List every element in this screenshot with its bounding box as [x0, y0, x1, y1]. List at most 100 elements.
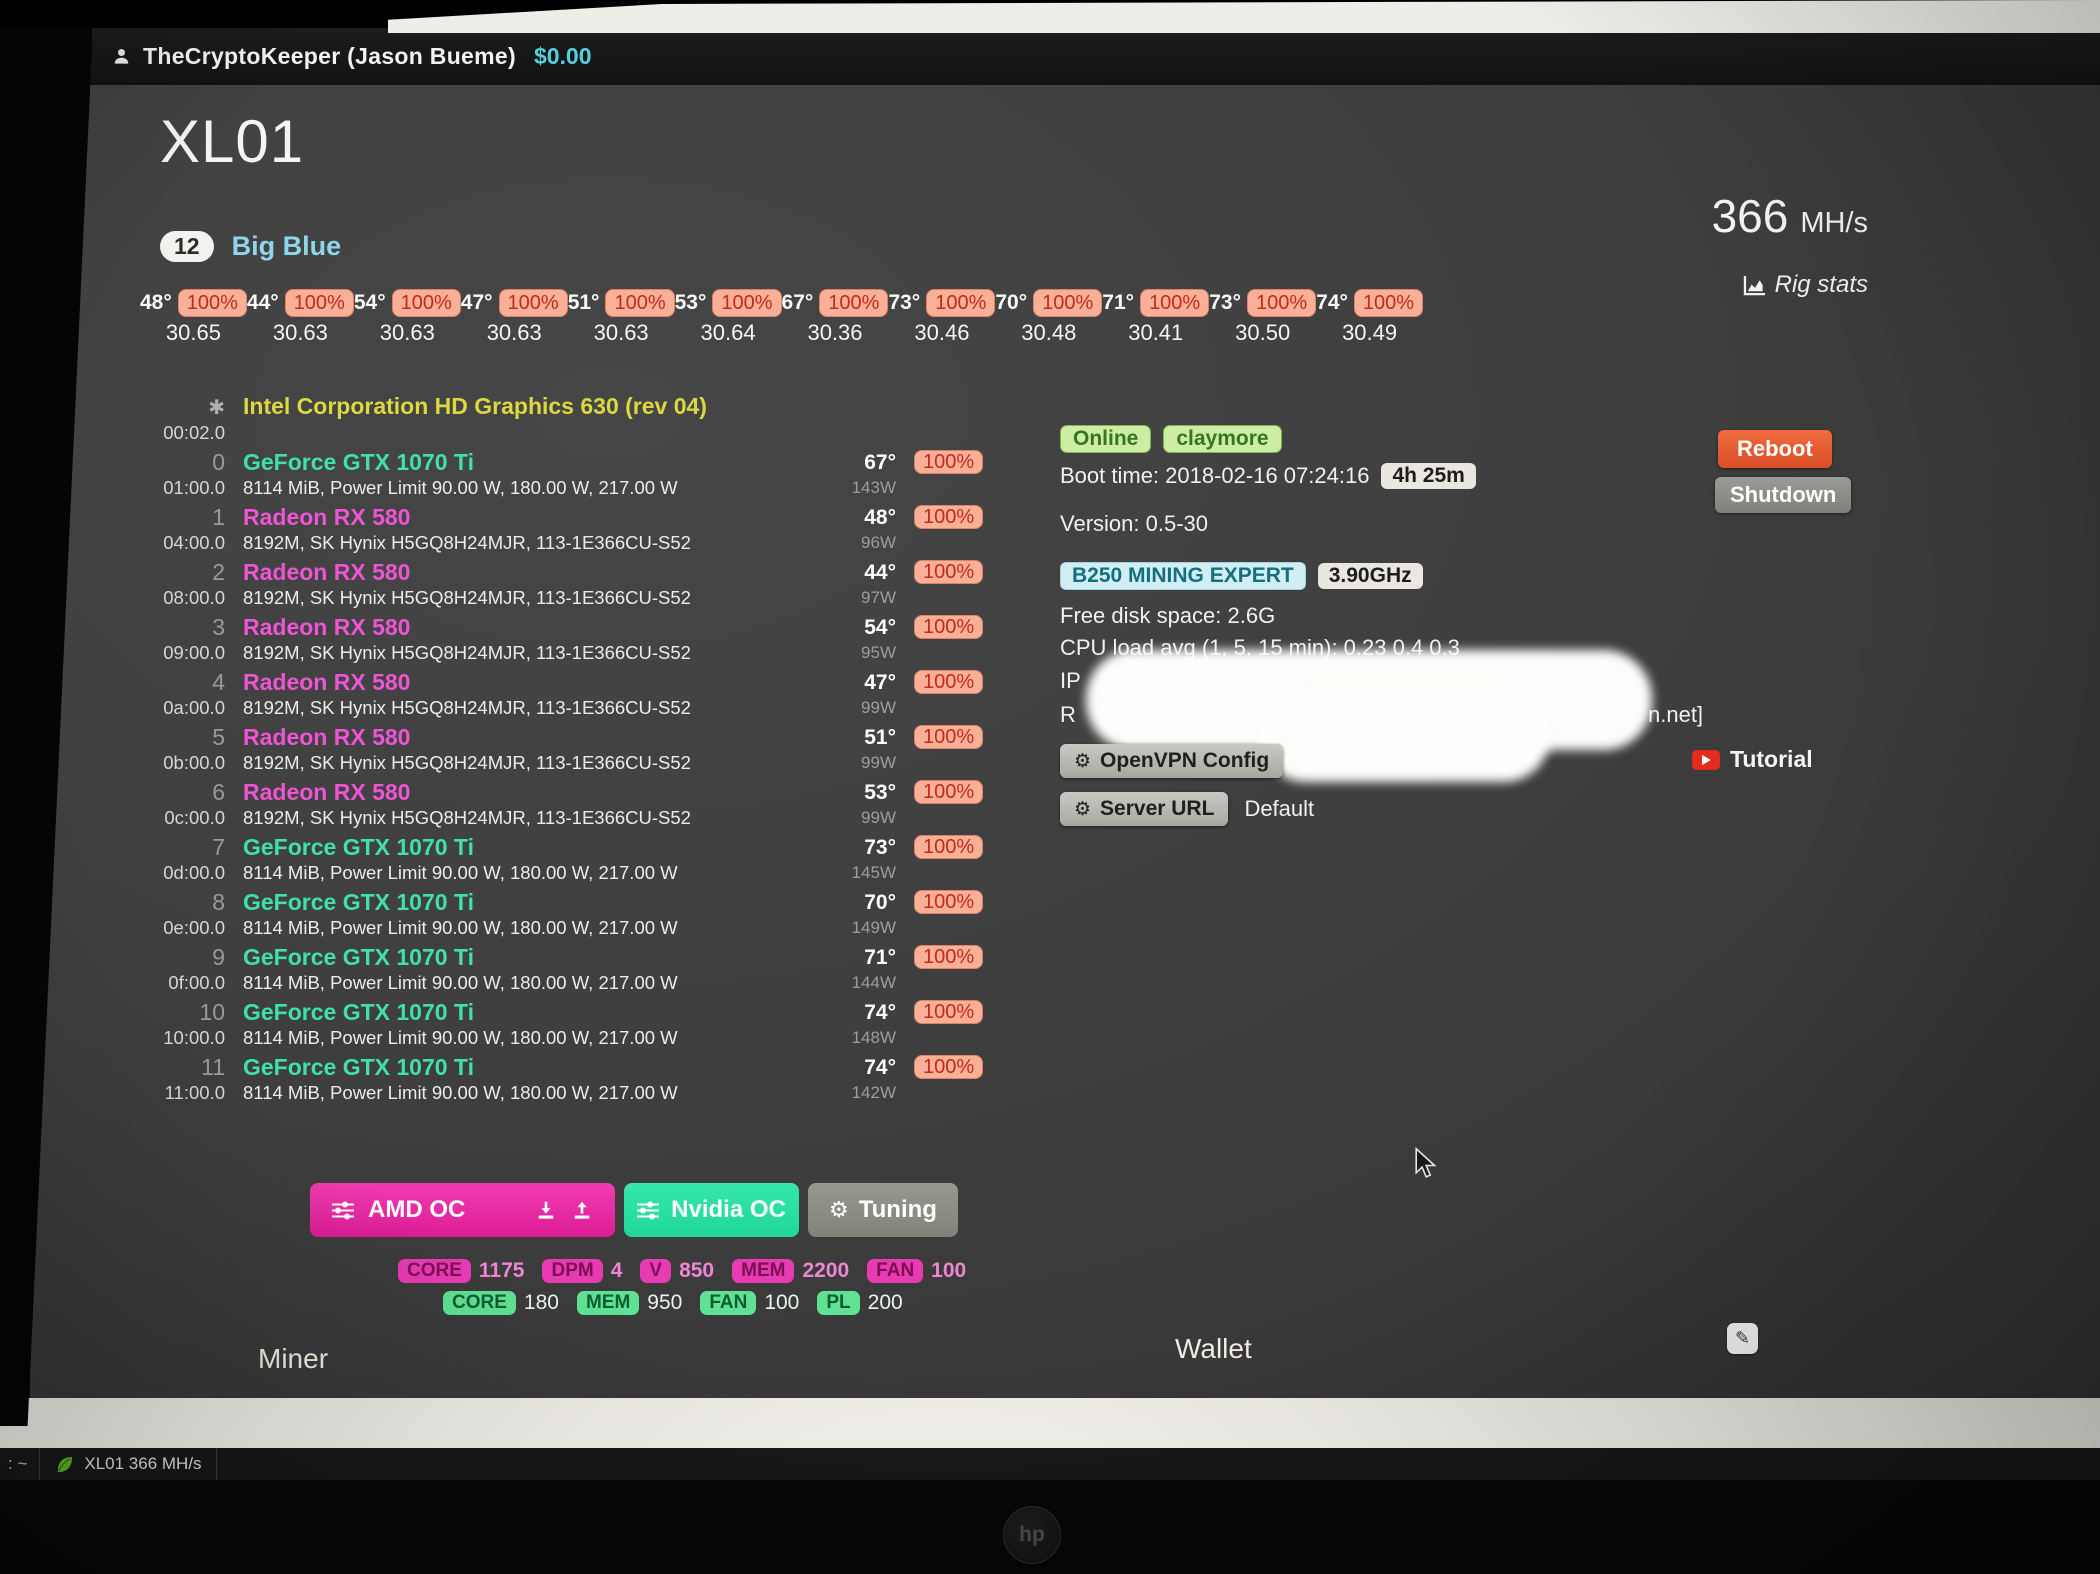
- gpu-temp: 73°: [888, 291, 921, 314]
- gpu-name-link[interactable]: Radeon RX 580: [243, 504, 411, 530]
- gpu-name-link[interactable]: GeForce GTX 1070 Ti: [243, 944, 474, 970]
- gpu-temp: 53°: [674, 291, 707, 314]
- photo-background-strip: [388, 0, 2100, 33]
- user-icon: [112, 47, 131, 66]
- gpu-hashrate: 30.36: [807, 320, 863, 345]
- account-name-link[interactable]: TheCryptoKeeper (Jason Bueme): [143, 43, 516, 69]
- gpu-index: 8: [212, 889, 225, 915]
- gpu-details: 8192M, SK Hynix H5GQ8H24MJR, 113-1E366CU…: [243, 532, 691, 553]
- total-hashrate: 366 MH/s: [1712, 189, 1868, 243]
- gpu-temp: 73°: [864, 836, 896, 859]
- terminal-tab-label: : ~: [8, 1454, 28, 1473]
- openvpn-config-button[interactable]: ⚙ OpenVPN Config: [1060, 744, 1284, 778]
- gpu-name-link[interactable]: Radeon RX 580: [243, 614, 411, 640]
- reboot-button[interactable]: Reboot: [1718, 430, 1832, 468]
- gpu-row: 8 GeForce GTX 1070 Ti 70° 100% 0e:00.0 8…: [140, 889, 1009, 939]
- gpu-name-link[interactable]: GeForce GTX 1070 Ti: [243, 999, 474, 1025]
- download-oc-icon[interactable]: [535, 1199, 557, 1221]
- rig-stats-link[interactable]: Rig stats: [1743, 271, 1868, 299]
- account-balance-link[interactable]: $0.00: [533, 43, 592, 69]
- fan-speed-badge: 100%: [1033, 289, 1103, 317]
- gpu-name-link[interactable]: GeForce GTX 1070 Ti: [243, 1054, 474, 1080]
- fan-speed-badge: 100%: [177, 289, 247, 317]
- taskbar-rig-tab[interactable]: XL01 366 MH/s: [40, 1448, 217, 1480]
- rig-description-label: Big Blue: [231, 231, 342, 261]
- redaction-blob: [1260, 690, 1550, 782]
- uptime-badge: 4h 25m: [1381, 463, 1476, 489]
- server-url-label: Server URL: [1100, 797, 1215, 820]
- gear-icon: ⚙: [829, 1197, 849, 1222]
- fan-speed-badge: 100%: [284, 289, 354, 317]
- integrated-gpu-icon: ✱: [208, 397, 225, 419]
- rig-page: XL01 12 Big Blue 366 MH/s Rig stats: [30, 85, 2100, 1398]
- gpu-bus-id: 10:00.0: [163, 1027, 225, 1048]
- gpu-summary-item: 73° 100% 30.46: [888, 289, 996, 346]
- gpu-power-draw: 99W: [861, 808, 896, 827]
- gpu-index: 4: [212, 669, 225, 695]
- gpu-temp: 44°: [864, 561, 896, 584]
- gpu-hashrate: 30.63: [486, 320, 542, 345]
- amd-oc-label: AMD OC: [368, 1196, 466, 1223]
- server-url-button[interactable]: ⚙ Server URL: [1060, 792, 1229, 826]
- gpu-bus-id: 09:00.0: [163, 642, 225, 663]
- gpu-name-link[interactable]: Radeon RX 580: [243, 669, 411, 695]
- integrated-gpu-name: Intel Corporation HD Graphics 630 (rev 0…: [243, 393, 707, 419]
- gpu-summary-item: 73° 100% 30.50: [1209, 289, 1317, 346]
- gpu-name-link[interactable]: GeForce GTX 1070 Ti: [243, 449, 474, 475]
- gpu-summary-item: 51° 100% 30.63: [568, 289, 675, 346]
- gpu-name-link[interactable]: GeForce GTX 1070 Ti: [243, 889, 474, 915]
- gpu-temp: 70°: [864, 891, 896, 914]
- fan-speed-badge: 100%: [498, 289, 568, 317]
- fan-speed-badge: 100%: [605, 289, 675, 317]
- gpu-name-link[interactable]: GeForce GTX 1070 Ti: [243, 834, 474, 860]
- gpu-details: 8114 MiB, Power Limit 90.00 W, 180.00 W,…: [243, 477, 678, 498]
- fan-speed-badge: 100%: [914, 1000, 984, 1024]
- gpu-details: 8192M, SK Hynix H5GQ8H24MJR, 113-1E366CU…: [243, 697, 691, 718]
- gpu-details: 8192M, SK Hynix H5GQ8H24MJR, 113-1E366CU…: [243, 807, 691, 828]
- oc-value-pair: FAN 100: [700, 1291, 799, 1315]
- amd-oc-button[interactable]: AMD OC: [310, 1183, 615, 1237]
- oc-param-value: 4: [610, 1259, 623, 1282]
- nvidia-oc-values: CORE 180 MEM 950 FAN 100 PL 200: [443, 1291, 903, 1315]
- agent-version-text: Version: 0.5-30: [1060, 511, 1208, 536]
- fan-speed-badge: 100%: [914, 670, 984, 694]
- tutorial-link[interactable]: Tutorial: [1692, 746, 1813, 773]
- gpu-index: 10: [199, 999, 225, 1025]
- gpu-name-link[interactable]: Radeon RX 580: [243, 724, 411, 750]
- oc-param-chip: MEM: [576, 1291, 640, 1315]
- gpu-temp: 47°: [864, 671, 896, 694]
- nvidia-oc-label: Nvidia OC: [671, 1196, 786, 1223]
- oc-value-pair: MEM 950: [576, 1291, 682, 1315]
- gpu-temp: 51°: [864, 726, 896, 749]
- tuning-label: Tuning: [858, 1196, 937, 1223]
- nvidia-oc-button[interactable]: Nvidia OC: [624, 1183, 799, 1237]
- rig-stats-label: Rig stats: [1774, 271, 1868, 298]
- fan-speed-badge: 100%: [914, 945, 984, 969]
- fan-speed-badge: 100%: [914, 615, 984, 639]
- upload-oc-icon[interactable]: [571, 1199, 593, 1221]
- gpu-name-link[interactable]: Radeon RX 580: [243, 559, 411, 585]
- fan-speed-badge: 100%: [914, 780, 984, 804]
- page-bottom-strip: [0, 1398, 2100, 1448]
- free-disk-text: Free disk space: 2.6G: [1060, 603, 1276, 628]
- gpu-hashrate: 30.63: [379, 320, 435, 345]
- fan-speed-badge: 100%: [1353, 289, 1424, 317]
- fan-speed-badge: 100%: [914, 560, 984, 584]
- remote-address-text: R: [1060, 702, 1076, 727]
- oc-param-value: 200: [867, 1291, 903, 1314]
- gpu-summary-item: 44° 100% 30.63: [247, 289, 354, 346]
- gpu-row: 10 GeForce GTX 1070 Ti 74° 100% 10:00.0 …: [140, 999, 1009, 1049]
- oc-value-pair: V 850: [640, 1259, 714, 1283]
- tuning-button[interactable]: ⚙ Tuning: [808, 1183, 958, 1237]
- gpu-temp: 71°: [1102, 291, 1135, 314]
- shutdown-button[interactable]: Shutdown: [1715, 477, 1852, 513]
- gpu-details: 8114 MiB, Power Limit 90.00 W, 180.00 W,…: [243, 972, 678, 993]
- gpu-index: 7: [212, 834, 225, 860]
- gpu-summary-item: 53° 100% 30.64: [675, 289, 782, 346]
- taskbar-terminal-tab[interactable]: : ~: [0, 1448, 41, 1480]
- gpu-row: 3 Radeon RX 580 54° 100% 09:00.0 8192M, …: [140, 614, 1009, 664]
- gpu-name-link[interactable]: Radeon RX 580: [243, 779, 411, 805]
- gpu-index: 1: [212, 504, 225, 530]
- edit-wallet-button[interactable]: ✎: [1727, 1323, 1758, 1354]
- network-info-block: IP R n.net] ⚙ OpenVPN Config Tutorial: [1060, 650, 1905, 858]
